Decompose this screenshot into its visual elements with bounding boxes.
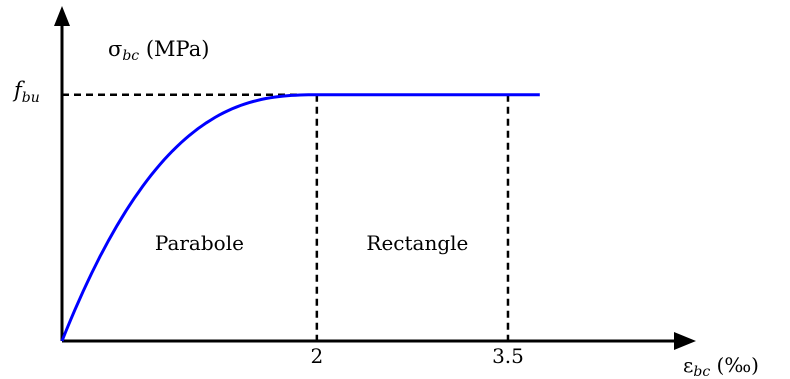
y-axis-arrowhead — [54, 6, 70, 26]
x-tick-label-2: 2 — [310, 344, 323, 368]
y-tick-label-fbu: fbu — [12, 78, 40, 106]
x-axis-label: εbc (‰) — [683, 353, 759, 379]
x-tick-label-3-5: 3.5 — [492, 344, 524, 368]
region-label-rectangle: Rectangle — [366, 231, 468, 255]
parabola-rectangle-curve — [60, 93, 540, 342]
y-axis-label: σbc (MPa) — [108, 37, 209, 64]
region-label-parabole: Parabole — [155, 231, 244, 255]
x-axis-arrowhead — [674, 332, 696, 350]
